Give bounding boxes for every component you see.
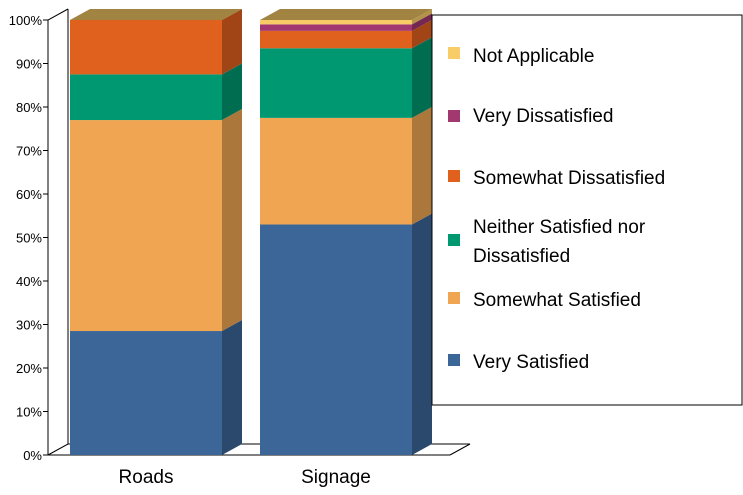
y-tick-label: 70% [16, 144, 42, 159]
legend-label: Very Dissatisfied [473, 106, 613, 127]
bar-segment-side [222, 320, 242, 455]
bar-segment [260, 224, 412, 455]
bar-segment-side [222, 63, 242, 121]
legend-swatch [448, 47, 460, 59]
bar-segment [70, 20, 222, 75]
bar-top-face [260, 9, 432, 20]
legend-label-line: Neither Satisfied nor [473, 217, 646, 238]
bar-segment-side [222, 9, 242, 75]
legend: Not Applicable Very Dissatisfied Somewhat … [431, 14, 743, 406]
legend-swatch [448, 292, 460, 304]
y-tick-label: 0% [23, 448, 42, 463]
bar-segment [260, 117, 412, 225]
bar-segment-side [412, 213, 432, 455]
y-axis-line [47, 8, 69, 455]
y-tick-label: 40% [16, 274, 42, 289]
legend-swatch [448, 110, 460, 122]
bar-segment [260, 24, 412, 31]
y-tick-label: 30% [16, 318, 42, 333]
y-tick-label: 80% [16, 100, 42, 115]
bar-segment-side [412, 9, 432, 25]
legend-swatch [448, 354, 460, 366]
x-category-label: Signage [301, 467, 371, 488]
legend-label-line: Dissatisfied [473, 246, 570, 267]
y-tick-label: 20% [16, 361, 42, 376]
bar-segment-side [412, 37, 432, 118]
x-category-label: Roads [119, 467, 174, 488]
legend-box [431, 14, 743, 406]
bar-segment [70, 331, 222, 455]
legend-swatch [448, 234, 460, 246]
legend-label: Very Satisfied [473, 352, 589, 373]
y-tick-label: 10% [16, 405, 42, 420]
bar-segment [260, 48, 412, 118]
legend-label: Somewhat Satisfied [473, 290, 641, 311]
legend-label: Not Applicable [473, 46, 594, 67]
bar-segment [70, 74, 222, 121]
legend-label: Neither Satisfied nor Dissatisfied [473, 217, 646, 267]
legend-label: Somewhat Dissatisfied [473, 168, 665, 189]
bar-top-face [70, 9, 242, 20]
bar-segment-side [412, 19, 432, 49]
y-tick-label: 50% [16, 231, 42, 246]
floor-right-edge [449, 443, 471, 456]
bar-segment-side [412, 106, 432, 225]
bar-segment [260, 30, 412, 49]
y-tick-label: 90% [16, 57, 42, 72]
bar-segment [70, 120, 222, 332]
y-tick-label: 60% [16, 187, 42, 202]
bars [70, 9, 432, 455]
legend-swatch [448, 170, 460, 182]
bar-segment-side [222, 109, 242, 332]
axis-labels: 0% 10% 20% 30% 40% 50% 60% 70% 80% 90% 100% Roads Si… [9, 13, 371, 488]
bar-segment-side [412, 13, 432, 31]
bar-segment [260, 20, 412, 25]
y-tick-label: 100% [9, 13, 43, 28]
